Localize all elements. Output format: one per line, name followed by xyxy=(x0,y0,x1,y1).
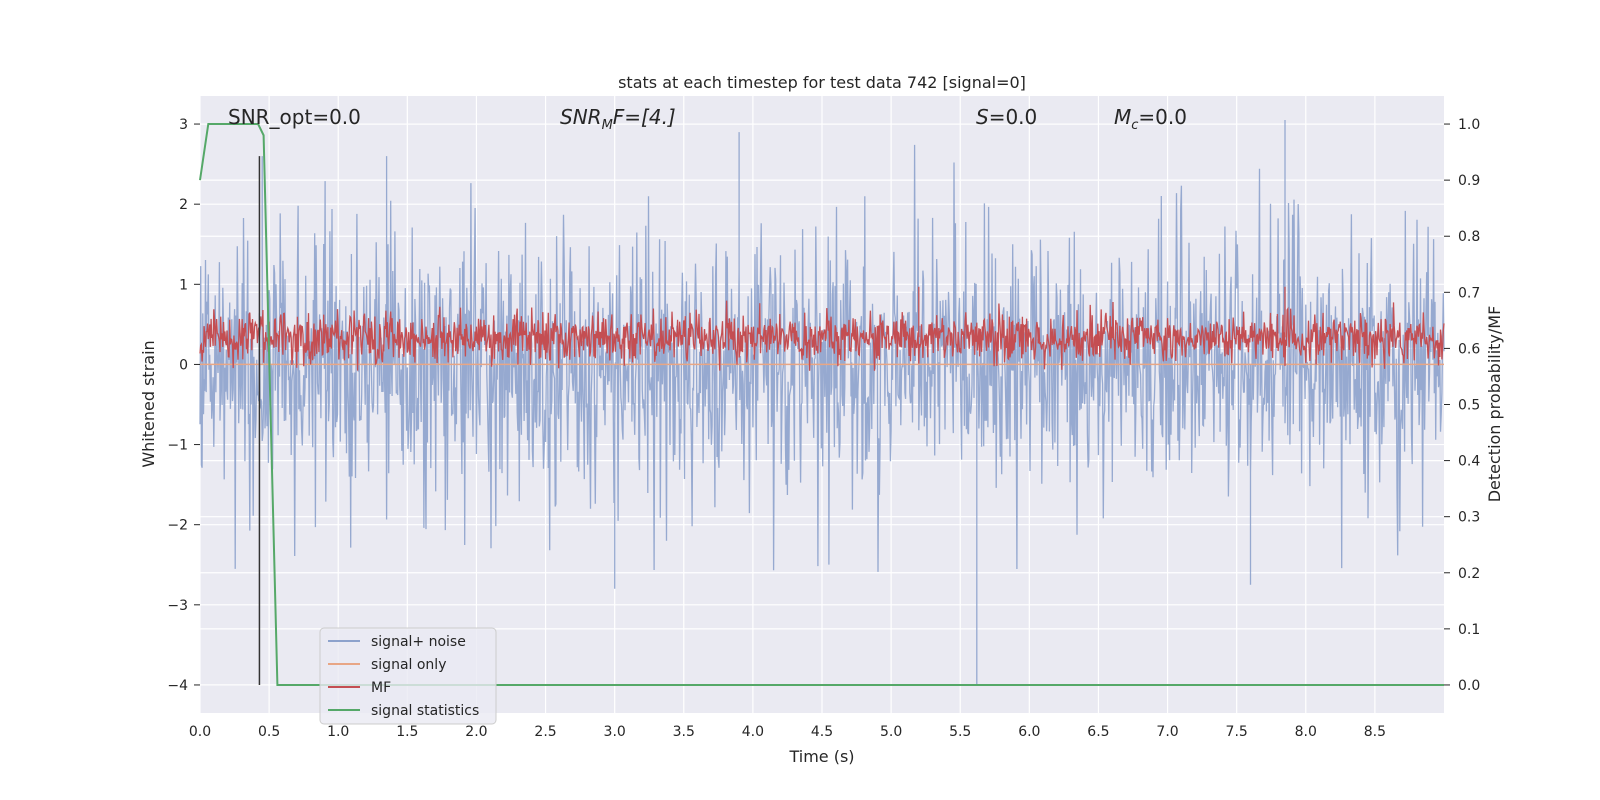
y-axis-title-right: Detection probability/MF xyxy=(1485,306,1504,503)
y-tick-label-right: 0.0 xyxy=(1458,678,1480,694)
x-tick-label: 7.5 xyxy=(1226,724,1248,740)
annotation-mc-sub: c xyxy=(1131,118,1138,133)
x-tick-label: 5.0 xyxy=(880,724,902,740)
y-tick-label-right: 0.1 xyxy=(1458,622,1480,638)
y-tick-label-right: 0.6 xyxy=(1458,341,1480,357)
annotation-mc: Mc=0.0 xyxy=(1114,105,1187,133)
y-tick-label-right: 0.3 xyxy=(1458,510,1480,526)
x-tick-label: 2.5 xyxy=(534,724,556,740)
x-axis-title: Time (s) xyxy=(788,747,854,766)
x-tick-label: 3.0 xyxy=(604,724,626,740)
annotation-s-rest: =0.0 xyxy=(989,105,1038,129)
y-tick-label-left: −4 xyxy=(167,678,188,694)
x-tick-label: 2.0 xyxy=(465,724,487,740)
y-tick-label-right: 0.2 xyxy=(1458,566,1480,582)
legend-box xyxy=(319,627,497,725)
tick-layer: 0.0 0.5 1.0 1.5 2.0 2.5 3.0 3.5 4.0 4.5 5.0 5.5 6.0 6… xyxy=(167,117,1480,740)
y-tick-label-left: −2 xyxy=(167,518,188,534)
y-tick-label-left: 1 xyxy=(179,277,188,293)
x-tick-label: 8.5 xyxy=(1364,724,1386,740)
x-tick-label: 3.5 xyxy=(673,724,695,740)
y-tick-label-right: 0.9 xyxy=(1458,173,1480,189)
annotation-mc-rest: =0.0 xyxy=(1138,105,1187,129)
chart-title: stats at each timestep for test data 742… xyxy=(618,73,1026,92)
annotation-mc-main: M xyxy=(1114,105,1131,129)
annotation-snr-mf-rest: F=[4.] xyxy=(613,105,676,129)
legend: signal+ noise signal only MF signal stat… xyxy=(319,627,497,725)
series-mf-line xyxy=(199,286,1445,371)
y-tick-label-right: 0.7 xyxy=(1458,285,1480,301)
legend-label-signal-noise: signal+ noise xyxy=(371,634,466,650)
y-tick-label-left: −3 xyxy=(167,598,188,614)
x-tick-label: 6.0 xyxy=(1018,724,1040,740)
x-tick-label: 8.0 xyxy=(1295,724,1317,740)
x-tick-label: 6.5 xyxy=(1087,724,1109,740)
annotation-s: S=0.0 xyxy=(976,105,1037,129)
x-tick-label: 1.5 xyxy=(396,724,418,740)
annotation-snr-mf: SNRMF=[4.] xyxy=(560,105,676,133)
x-tick-label: 4.5 xyxy=(811,724,833,740)
x-tick-label: 1.0 xyxy=(327,724,349,740)
x-tick-label: 7.0 xyxy=(1156,724,1178,740)
x-tick-label: 4.0 xyxy=(742,724,764,740)
y-tick-label-right: 0.8 xyxy=(1458,229,1480,245)
y-tick-label-left: 2 xyxy=(179,197,188,213)
y-tick-label-left: −1 xyxy=(167,438,188,454)
legend-label-signal-only: signal only xyxy=(371,657,446,673)
legend-label-signal-statistics: signal statistics xyxy=(371,703,479,719)
y-tick-label-right: 0.4 xyxy=(1458,454,1480,470)
annotation-snr-opt: SNR_opt=0.0 xyxy=(228,105,361,129)
y-tick-label-right: 0.5 xyxy=(1458,398,1480,414)
x-tick-label: 0.5 xyxy=(258,724,280,740)
y-axis-title-left: Whitened strain xyxy=(139,340,158,467)
legend-label-mf: MF xyxy=(371,680,391,696)
y-tick-label-left: 0 xyxy=(179,357,188,373)
y-tick-label-right: 1.0 xyxy=(1458,117,1480,133)
y-tick-label-left: 3 xyxy=(179,117,188,133)
series-signal-noise-line xyxy=(199,120,1445,685)
x-tick-label: 0.0 xyxy=(189,724,211,740)
annotation-snr-mf-sub: M xyxy=(602,118,613,133)
data-layer xyxy=(199,120,1445,686)
x-tick-label: 5.5 xyxy=(949,724,971,740)
annotation-s-main: S xyxy=(976,105,989,129)
annotation-snr-mf-main: SNR xyxy=(560,105,602,129)
